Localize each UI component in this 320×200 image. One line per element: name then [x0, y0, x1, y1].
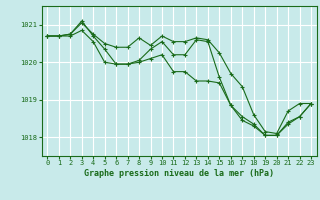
X-axis label: Graphe pression niveau de la mer (hPa): Graphe pression niveau de la mer (hPa) [84, 169, 274, 178]
